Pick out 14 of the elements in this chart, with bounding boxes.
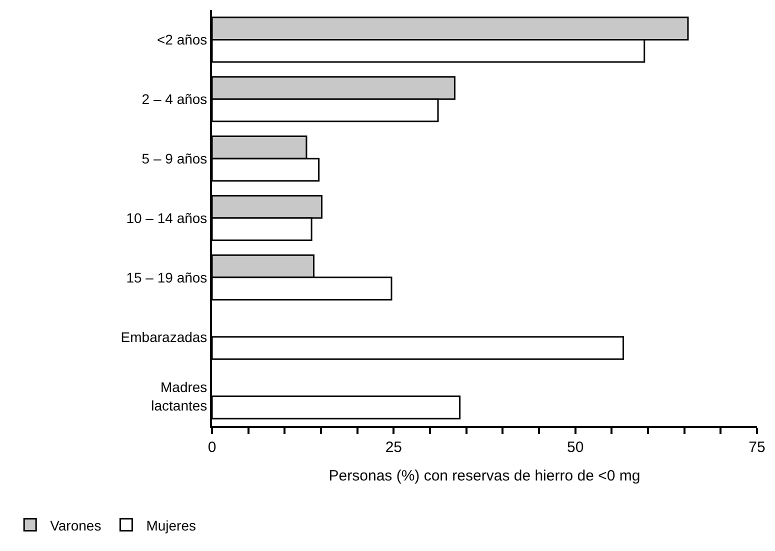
legend-label: Varones	[50, 517, 102, 534]
y-tick-label: 10 – 14 años	[126, 210, 208, 226]
x-tick-label: 0	[208, 439, 216, 456]
x-tick-label: 75	[748, 439, 766, 456]
y-tick-label: 5 – 9 años	[142, 150, 208, 166]
x-tick-label: 25	[385, 439, 402, 456]
y-tick-label: 2 – 4 años	[142, 91, 208, 108]
y-tick-label: Embarazadas	[120, 328, 208, 345]
y-tick-label: Madres lactantes	[151, 379, 208, 414]
x-tick-label: 50	[566, 439, 584, 456]
y-tick-label: 15 – 19 años	[126, 269, 208, 286]
y-tick-label: <2 años	[156, 32, 208, 48]
x-axis-title: Personas (%) con reservas de hierro de <0 mg	[328, 468, 640, 484]
legend-label: Mujeres	[146, 517, 196, 534]
